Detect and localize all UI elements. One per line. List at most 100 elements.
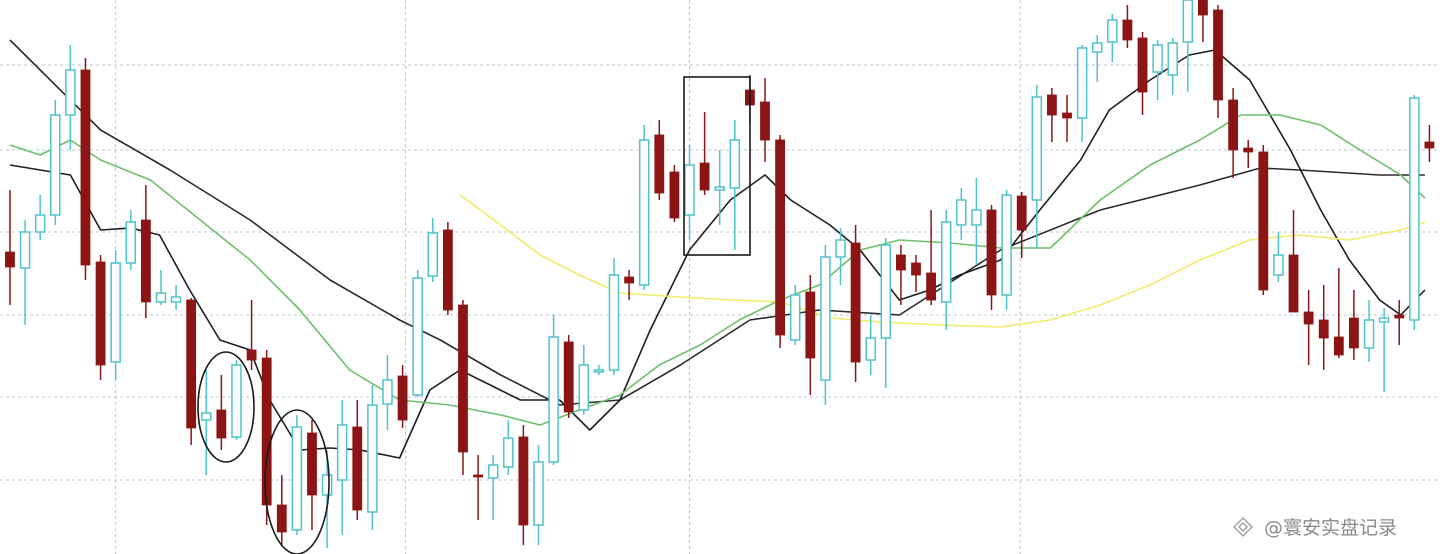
candle-body	[186, 299, 197, 429]
candle-body	[940, 221, 952, 303]
candle-body	[986, 209, 997, 296]
candle-body	[1243, 147, 1254, 153]
candle-body	[760, 101, 770, 141]
candle-body	[34, 214, 46, 233]
candle-body	[307, 432, 317, 496]
watermark-text: @寰安实盘记录	[1264, 517, 1397, 539]
candle-body	[125, 221, 137, 264]
candle-body	[654, 134, 665, 194]
candle-body	[1318, 319, 1329, 339]
candle-body	[397, 375, 408, 421]
candle-body	[669, 171, 680, 219]
candle-body	[110, 262, 121, 363]
candle-body	[1424, 141, 1435, 149]
candle-body	[1363, 319, 1375, 349]
candle-body	[140, 219, 151, 303]
candle-body	[563, 341, 574, 413]
candle-body	[911, 262, 921, 276]
candle-body	[95, 261, 106, 366]
candle-body	[1288, 254, 1299, 313]
candle-body	[578, 364, 590, 411]
candle-body	[458, 304, 468, 453]
ma-line	[9, 49, 1426, 459]
candle-body	[926, 272, 937, 301]
candle-body	[1031, 96, 1043, 201]
candle-body	[216, 409, 227, 439]
candle-body	[789, 294, 801, 341]
candle-body	[1107, 19, 1118, 43]
candle-body	[201, 412, 212, 421]
candle-body	[1167, 42, 1178, 76]
candle-body	[548, 336, 559, 463]
candle-body	[1349, 317, 1359, 349]
candle-body	[487, 464, 499, 479]
candle-body	[1182, 0, 1194, 43]
candle-body	[1122, 19, 1133, 41]
candle-body	[896, 254, 906, 271]
candle-body	[382, 379, 393, 405]
candle-body	[367, 404, 378, 513]
watermark-logo	[1233, 517, 1253, 537]
ma-line	[459, 194, 1426, 328]
candle-body	[1228, 99, 1239, 151]
candle-body	[503, 437, 514, 468]
annotation-ellipse	[197, 351, 255, 463]
candle-body	[518, 436, 529, 526]
candle-body	[412, 277, 423, 396]
candle-body	[593, 369, 605, 373]
candle-body	[1394, 314, 1405, 319]
annotation-ellipse	[264, 409, 330, 554]
candle-body	[850, 242, 861, 363]
candle-body	[155, 292, 167, 303]
candle-body	[608, 274, 620, 371]
candle-body	[1303, 311, 1314, 325]
candle-body	[638, 139, 650, 286]
candle-body	[865, 337, 876, 361]
candle-body	[775, 139, 786, 336]
watermark: @寰安实盘记录	[1233, 517, 1397, 539]
candle-body	[1409, 97, 1420, 321]
candle-body	[729, 139, 741, 189]
annotations	[197, 76, 751, 554]
candle-body	[1213, 9, 1223, 101]
candle-body	[1047, 94, 1057, 116]
candle-body	[624, 276, 634, 284]
candle-body	[442, 229, 453, 311]
annotation-box	[683, 76, 751, 256]
candle-body	[1198, 0, 1208, 16]
ma-line	[9, 114, 1426, 426]
candle-body	[1016, 195, 1027, 231]
candle-body	[684, 164, 695, 216]
candle-body	[835, 239, 846, 258]
candle-body	[1091, 42, 1103, 53]
candle-body	[291, 426, 303, 531]
candle-body	[1062, 112, 1072, 119]
candle-body	[80, 69, 91, 266]
candle-body	[5, 251, 15, 268]
candle-body	[1378, 317, 1390, 323]
candle-body	[473, 474, 483, 478]
candle-body	[880, 244, 892, 339]
candle-body	[1273, 254, 1284, 276]
moving-averages	[9, 39, 1426, 459]
candle-body	[805, 291, 816, 359]
candle-body	[19, 231, 31, 269]
candle-body	[276, 504, 287, 533]
candle-body	[820, 256, 831, 381]
ma-line	[9, 39, 1425, 406]
candle-body	[699, 162, 710, 191]
candle-body	[427, 232, 439, 277]
candle-body	[170, 296, 182, 303]
candle-body	[714, 186, 725, 191]
candle-body	[1333, 336, 1344, 356]
candle-body	[1258, 151, 1269, 291]
candle-body	[1152, 44, 1163, 73]
candles	[5, 0, 1435, 548]
candle-body	[533, 461, 544, 526]
candle-body	[956, 199, 967, 226]
candle-body	[336, 424, 348, 481]
candle-body	[50, 114, 61, 216]
